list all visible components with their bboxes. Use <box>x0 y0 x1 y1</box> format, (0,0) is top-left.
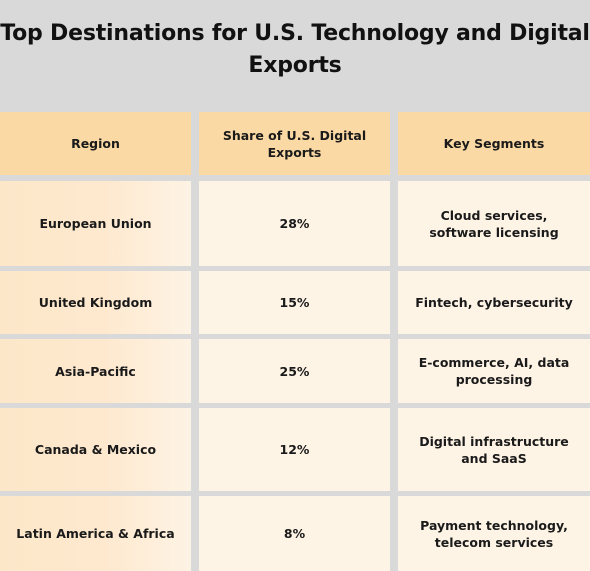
table-cell-share: 28% <box>199 181 390 266</box>
table-cell-segments: E-commerce, AI, data processing <box>398 339 590 403</box>
column-header-segments: Key Segments <box>398 112 590 175</box>
data-table: Region Share of U.S. Digital Exports Key S… <box>0 112 590 571</box>
table-cell-region: European Union <box>0 181 191 266</box>
table-cell-segments: Digital infrastructure and SaaS <box>398 408 590 491</box>
column-header-share: Share of U.S. Digital Exports <box>199 112 390 175</box>
table-cell-region: Canada & Mexico <box>0 408 191 491</box>
table-cell-region: United Kingdom <box>0 271 191 334</box>
table-title: Top Destinations for U.S. Technology and… <box>0 21 590 78</box>
table-cell-region: Asia-Pacific <box>0 339 191 403</box>
table-cell-region: Latin America & Africa <box>0 496 191 571</box>
table-cell-segments: Payment technology, telecom services <box>398 496 590 571</box>
table-cell-share: 25% <box>199 339 390 403</box>
table-cell-share: 12% <box>199 408 390 491</box>
table-cell-segments: Fintech, cybersecurity <box>398 271 590 334</box>
column-header-region: Region <box>0 112 191 175</box>
table-cell-share: 8% <box>199 496 390 571</box>
table-cell-segments: Cloud services, software licensing <box>398 181 590 266</box>
table-cell-share: 15% <box>199 271 390 334</box>
